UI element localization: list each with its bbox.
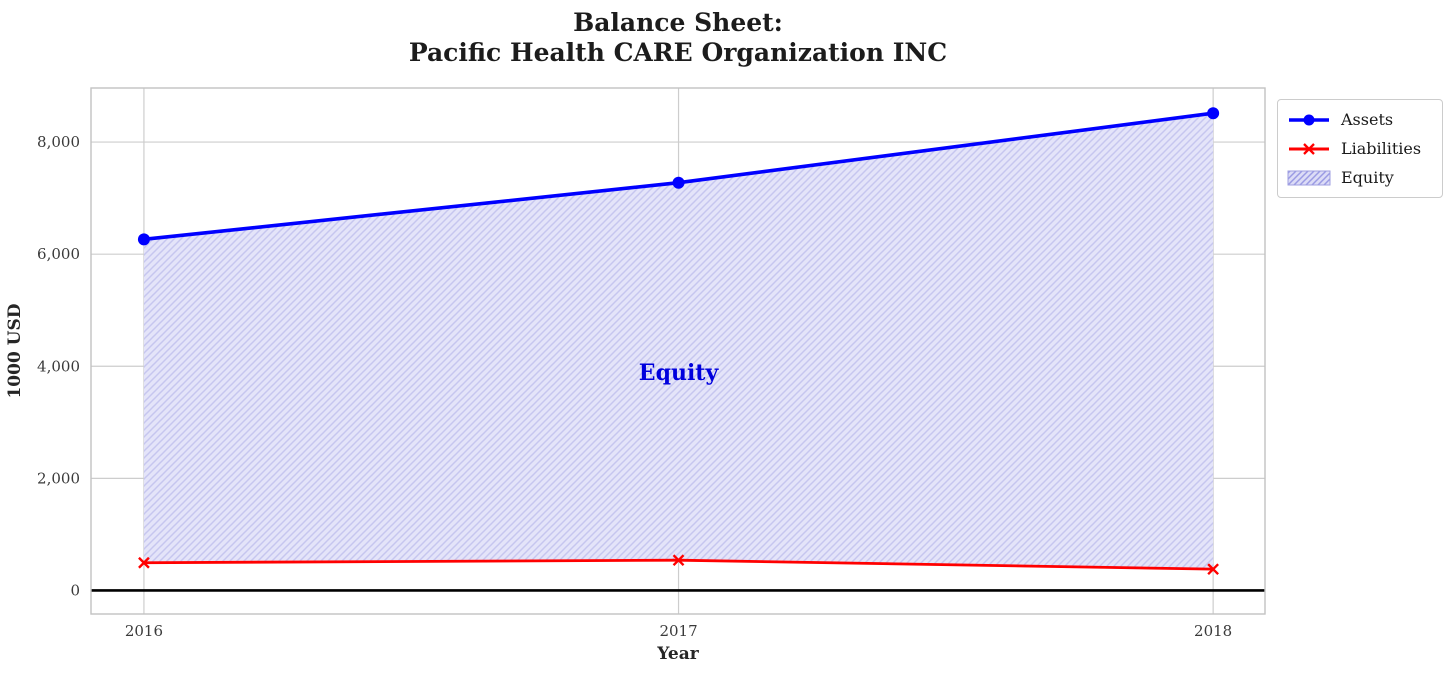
tick-labels: 0 2,000 4,000 6,000 8,000 2016 2017 2018 [37,133,1232,640]
y-tick-label: 8,000 [37,133,80,151]
chart-title-line1: Balance Sheet: [573,8,783,37]
legend-item-liabilities: Liabilities [1287,136,1432,161]
liabilities-line-sample-icon [1289,142,1329,155]
axes-spines [90,87,1266,615]
chart-title-line2: Pacific Health CARE Organization INC [408,38,948,67]
legend-item-assets: Assets [1287,107,1432,132]
assets-marker [137,233,150,246]
legend-item-equity: Equity [1287,165,1432,190]
assets-marker [1207,107,1220,120]
x-axis-label: Year [657,644,699,664]
equity-area [143,113,1214,570]
data-series [137,107,1220,576]
legend-label-liabilities: Liabilities [1341,139,1422,158]
legend-label-assets: Assets [1341,110,1394,129]
y-tick-label: 6,000 [37,245,80,263]
x-tick-label: 2018 [1194,622,1232,640]
liabilities-marker [1207,563,1219,576]
legend: Assets Liabilities Eq [1277,99,1443,198]
y-axis-label: 1000 USD [5,303,25,399]
x-tick-label: 2016 [125,622,163,640]
liabilities-marker [672,554,685,567]
legend-label-equity: Equity [1341,168,1394,187]
assets-marker [672,176,685,189]
axes-frame [90,87,1266,615]
equity-annotation-text: Equity [639,360,720,386]
liabilities-marker [138,556,150,569]
x-tick-label: 2017 [659,622,697,640]
y-tick-label: 0 [70,581,80,599]
chart-title: Balance Sheet: Pacific Health CARE Organ… [91,8,1265,68]
equity-annotation: Equity [639,360,720,386]
y-tick-label: 4,000 [37,357,80,375]
assets-line-sample-icon [1289,114,1329,125]
y-tick-label: 2,000 [37,469,80,487]
equity-patch-sample-icon [1287,170,1331,185]
equity-fill-region [143,113,1214,570]
